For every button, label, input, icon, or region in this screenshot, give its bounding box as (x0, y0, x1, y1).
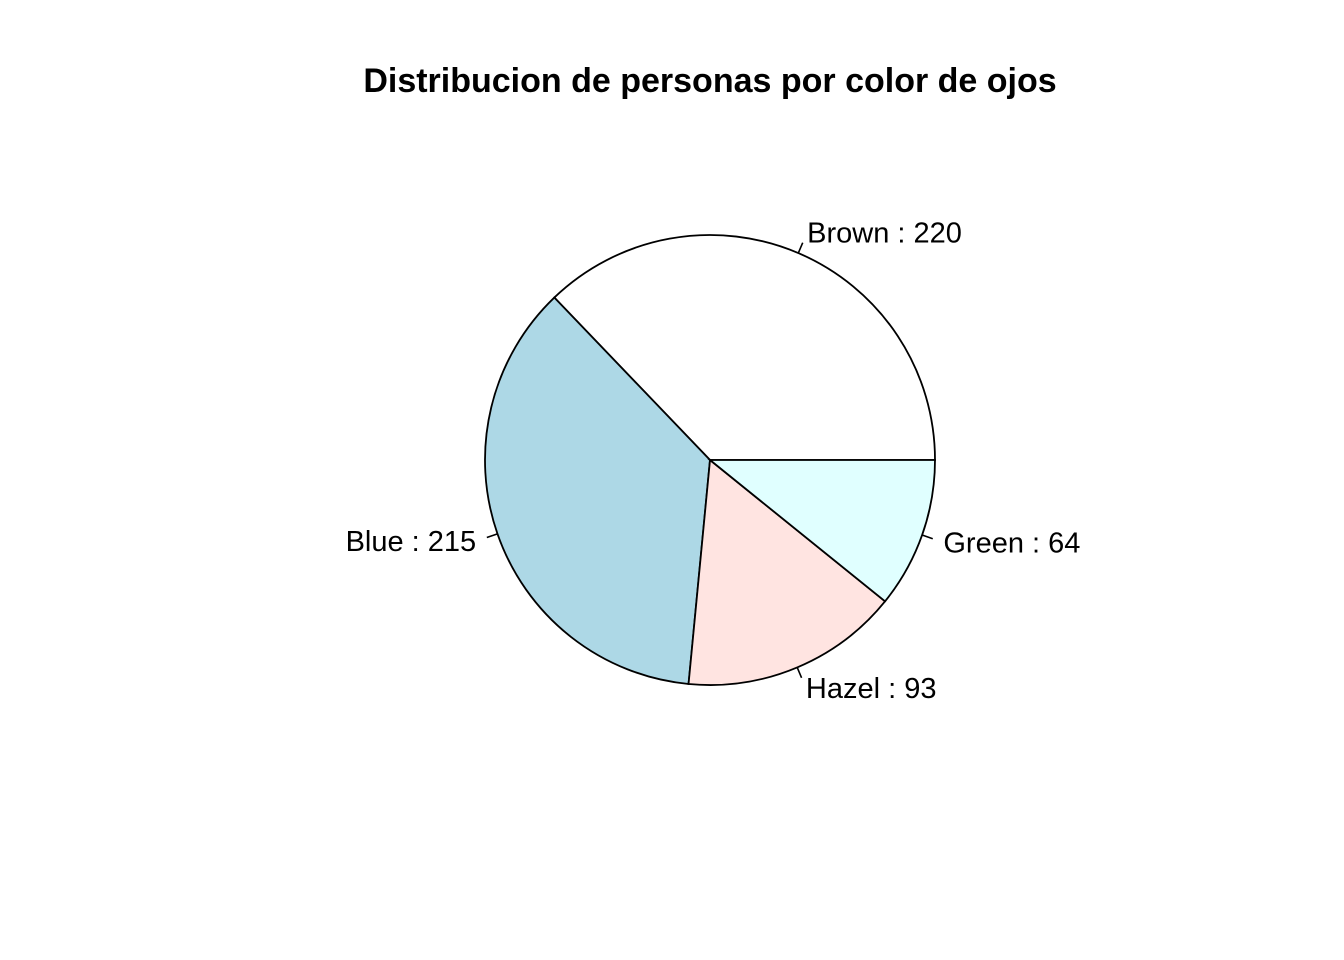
pie-leader-brown (797, 242, 804, 254)
pie-slices (484, 234, 936, 686)
pie-slice-brown (553, 234, 936, 461)
pie-label-hazel: Hazel : 93 (806, 673, 937, 705)
pie-slice-blue (484, 296, 711, 685)
pie-slice-hazel (687, 458, 887, 686)
pie-labels: Brown : 220 Blue : 215 Hazel : 93 Green : 6… (346, 217, 1081, 705)
pie-leader-hazel (796, 667, 803, 679)
pie-label-green: Green : 64 (943, 527, 1080, 559)
pie-slice-green (707, 459, 936, 603)
chart-title: Distribucion de personas por color de oj… (363, 62, 1056, 100)
pie-leader-lines (486, 242, 934, 679)
pie-label-brown: Brown : 220 (807, 217, 962, 249)
pie-leader-green (921, 534, 934, 540)
pie-label-blue: Blue : 215 (346, 526, 477, 558)
pie-leader-blue (486, 533, 498, 539)
